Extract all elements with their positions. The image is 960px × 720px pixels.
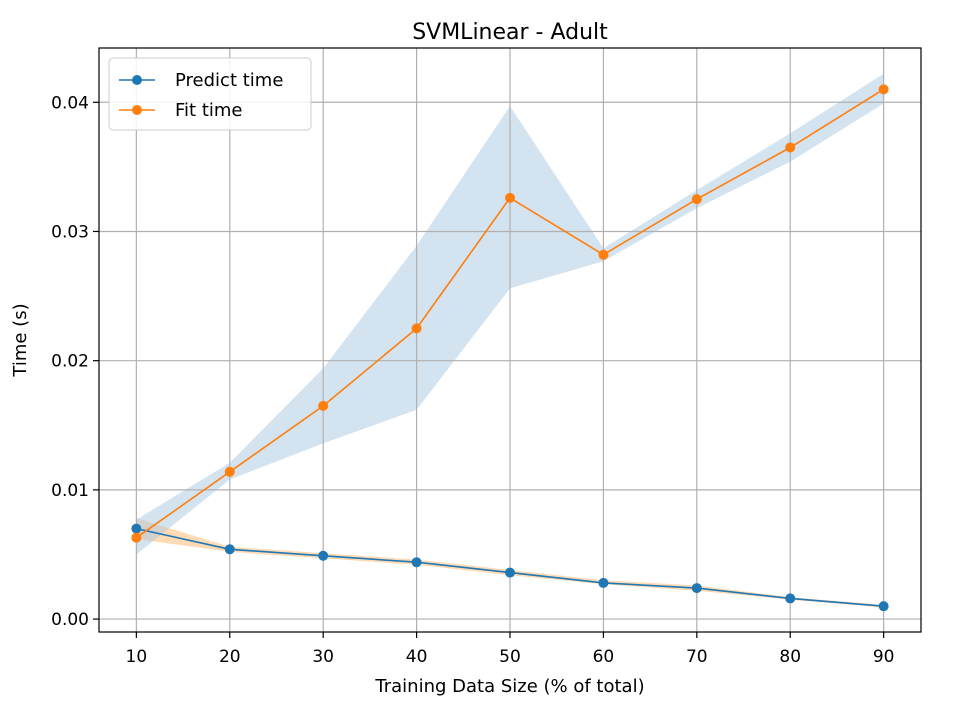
y-tick-label: 0.01 — [51, 481, 89, 501]
grid — [99, 48, 921, 632]
y-tick-label: 0.04 — [51, 93, 89, 113]
point-fit-time — [411, 323, 422, 334]
x-tick-label: 70 — [686, 647, 708, 667]
point-fit-time — [878, 84, 889, 95]
legend-marker-predict-time — [132, 75, 142, 85]
point-fit-time — [224, 466, 235, 477]
x-tick-label: 80 — [779, 647, 801, 667]
x-axis-ticks: 10 20 30 40 50 60 70 80 90 — [126, 632, 895, 667]
y-tick-label: 0.02 — [51, 352, 89, 372]
x-tick-label: 40 — [406, 647, 428, 667]
legend: Predict time Fit time — [108, 57, 312, 131]
point-predict-time — [691, 583, 702, 594]
legend-marker-fit-time — [132, 105, 142, 115]
point-fit-time — [505, 192, 515, 203]
point-fit-time — [131, 532, 142, 543]
point-fit-time — [598, 249, 609, 260]
point-predict-time — [318, 550, 329, 561]
x-tick-label: 30 — [312, 647, 334, 667]
point-predict-time — [505, 567, 515, 578]
point-fit-time — [691, 194, 702, 205]
legend-label-fit-time: Fit time — [175, 100, 243, 121]
legend-box — [108, 57, 312, 131]
point-predict-time — [224, 544, 235, 555]
point-fit-time — [785, 142, 796, 153]
point-predict-time — [878, 601, 889, 612]
point-fit-time — [318, 400, 329, 411]
point-predict-time — [131, 523, 142, 534]
y-tick-label: 0.03 — [51, 222, 89, 242]
x-tick-label: 60 — [593, 647, 615, 667]
point-predict-time — [598, 577, 609, 588]
x-tick-label: 50 — [499, 647, 521, 667]
y-tick-label: 0.00 — [51, 610, 89, 630]
point-predict-time — [785, 593, 796, 604]
y-axis-label: Time (s) — [10, 303, 31, 377]
x-tick-label: 20 — [219, 647, 241, 667]
x-tick-label: 10 — [126, 647, 148, 667]
series-points — [131, 84, 889, 612]
chart-title: SVMLinear - Adult — [412, 20, 608, 45]
y-axis-ticks: 0.00 0.01 0.02 0.03 0.04 — [51, 93, 99, 630]
point-predict-time — [411, 557, 422, 568]
x-tick-label: 90 — [873, 647, 895, 667]
legend-label-predict-time: Predict time — [175, 70, 283, 91]
x-axis-label: Training Data Size (% of total) — [374, 676, 644, 697]
